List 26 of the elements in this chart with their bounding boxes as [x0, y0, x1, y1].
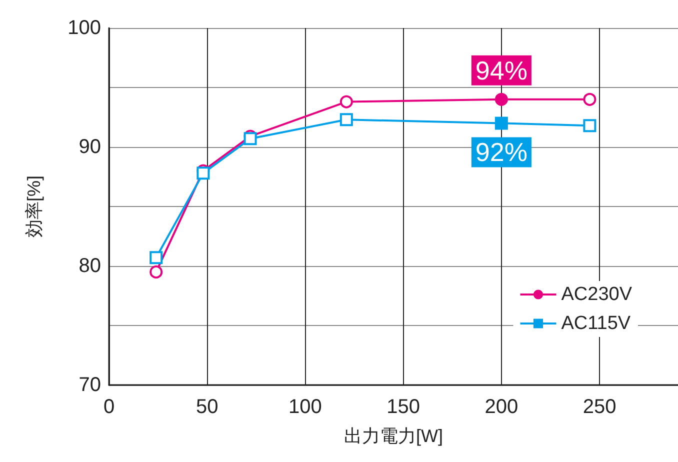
point [494, 116, 508, 130]
y-axis-title: 効率[%] [24, 175, 44, 238]
point [340, 95, 353, 108]
point [583, 92, 596, 106]
x-tick-label: 100 [288, 396, 322, 418]
point [150, 265, 163, 278]
point [150, 251, 163, 264]
x-tick-label: 0 [103, 396, 115, 418]
y-tick-label: 80 [78, 255, 101, 277]
annotation: 92% [475, 137, 528, 168]
point [583, 119, 596, 132]
y-tick-label: 90 [78, 136, 101, 158]
point [196, 166, 210, 180]
x-tick-label: 50 [196, 396, 218, 418]
annotation: 94% [475, 55, 528, 86]
x-tick-label: 200 [484, 396, 518, 418]
legend-label: AC230V [561, 284, 632, 305]
x-axis-title: 出力電力[W] [344, 426, 443, 446]
point [340, 113, 353, 126]
legend-label: AC115V [561, 313, 631, 334]
x-tick-label: 250 [582, 396, 616, 418]
y-tick-label: 70 [78, 374, 101, 396]
point [244, 132, 257, 146]
point [494, 92, 508, 106]
x-tick-label: 150 [386, 396, 420, 418]
y-tick-label: 100 [68, 17, 101, 39]
